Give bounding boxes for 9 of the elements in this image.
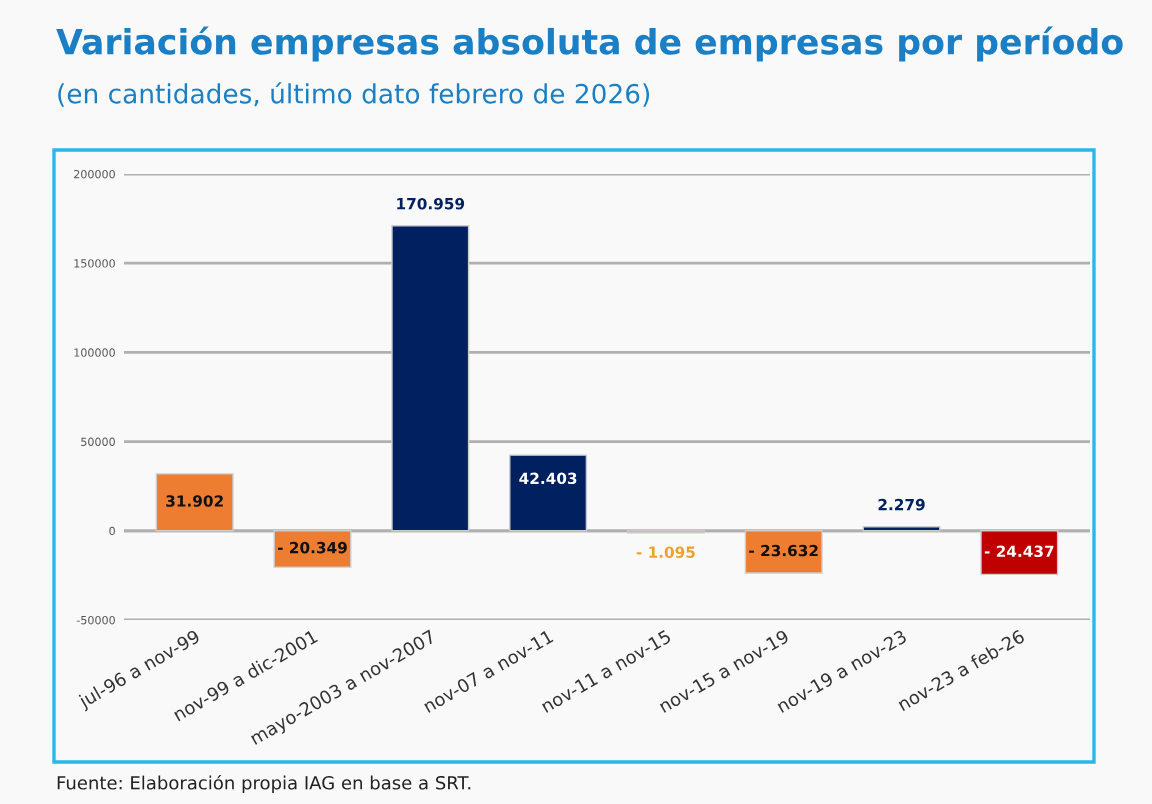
- source-note: Fuente: Elaboración propia IAG en base a SRT.: [57, 774, 471, 794]
- chart-title: Variación empresas absoluta de empresas por período: [56, 26, 1123, 62]
- bar: [155, 473, 234, 532]
- bar: [391, 225, 470, 532]
- bar: [980, 530, 1059, 576]
- bar: [744, 530, 823, 574]
- chart-subtitle: (en cantidades, último dato febrero de 2026): [58, 82, 650, 107]
- bar: [862, 526, 941, 532]
- bar: [509, 454, 588, 532]
